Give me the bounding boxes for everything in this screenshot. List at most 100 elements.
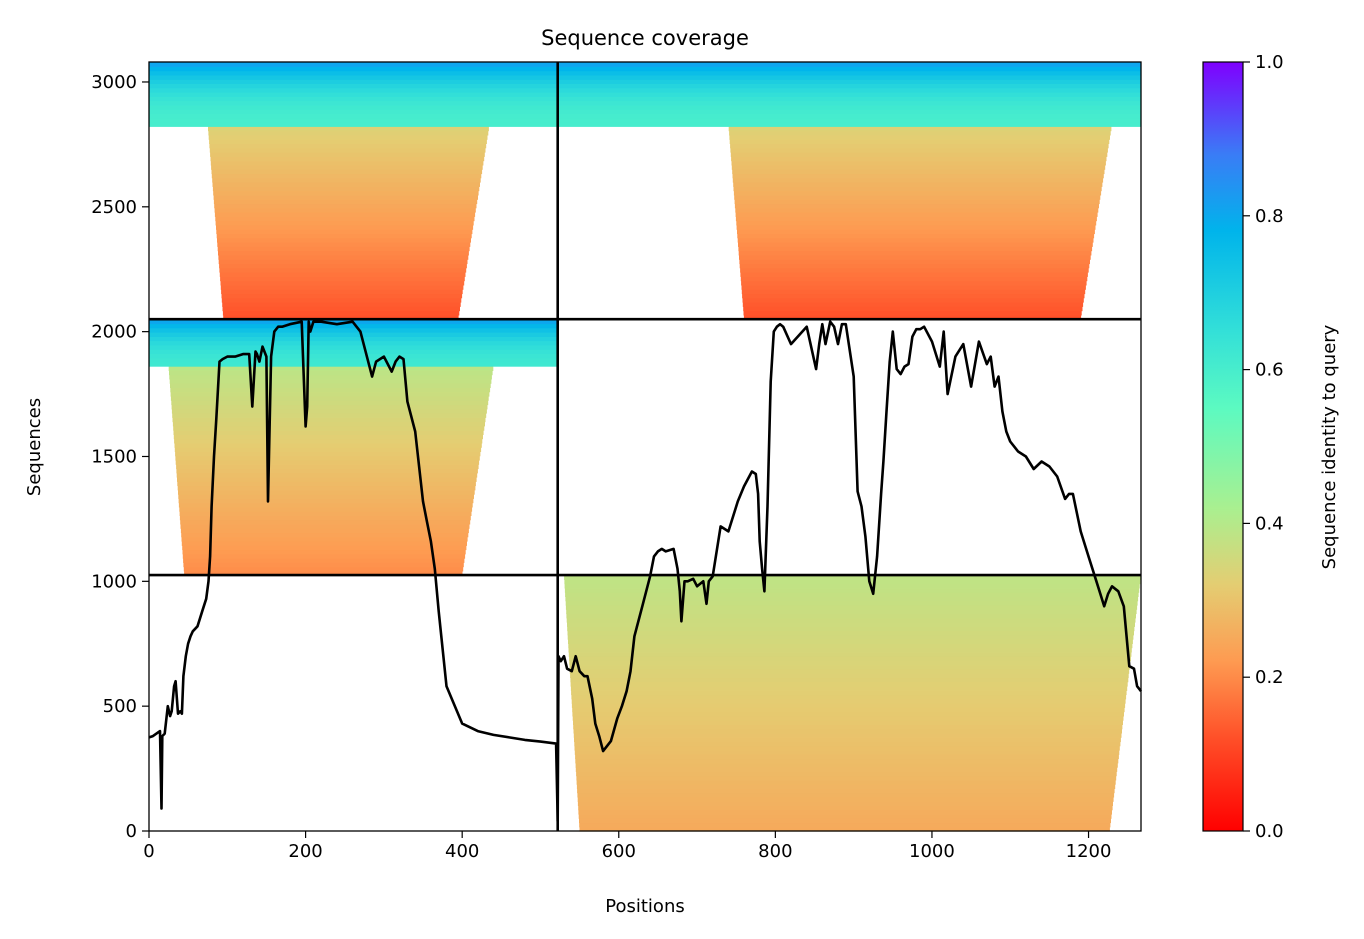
heatmap-strip xyxy=(211,169,483,175)
heatmap-strip xyxy=(575,767,1118,772)
heatmap-strip xyxy=(183,562,464,568)
heatmap-strip xyxy=(570,677,1129,683)
heatmap-strip xyxy=(577,796,1114,802)
heatmap-strip xyxy=(568,651,1132,657)
heatmap-strip xyxy=(557,104,1141,110)
heatmap-strip xyxy=(169,378,492,384)
heatmap-strip xyxy=(743,314,1082,320)
heatmap-strip xyxy=(557,113,1141,119)
heatmap-strip xyxy=(731,156,1107,162)
heatmap-strip xyxy=(220,284,464,290)
y-tick: 1500 xyxy=(91,446,149,467)
heatmap-strip xyxy=(181,536,468,542)
heatmap-strip xyxy=(557,87,1141,93)
heatmap-strip xyxy=(571,703,1126,708)
heatmap-strip xyxy=(733,186,1102,192)
x-tick-label: 1000 xyxy=(909,841,955,862)
heatmap-strip xyxy=(731,160,1106,166)
heatmap-strip xyxy=(734,199,1100,205)
heatmap-strip xyxy=(574,750,1120,755)
heatmap-strip xyxy=(149,117,558,123)
heatmap-strip xyxy=(178,494,475,499)
heatmap-strip xyxy=(176,472,478,478)
x-tick: 1200 xyxy=(1066,831,1111,862)
heatmap-strip xyxy=(179,515,471,521)
heatmap-strip xyxy=(571,694,1127,700)
heatmap-strip xyxy=(738,246,1093,252)
heatmap-strip xyxy=(220,280,465,286)
heatmap-strip xyxy=(574,741,1121,747)
heatmap-strip xyxy=(176,464,479,470)
colorbar-tick: 0.6 xyxy=(1243,360,1284,381)
heatmap-strip xyxy=(569,664,1130,670)
heatmap-strip xyxy=(564,587,1140,593)
heatmap-strip xyxy=(743,306,1083,312)
heatmap-strip xyxy=(180,519,471,525)
heatmap-strip xyxy=(218,254,469,260)
heatmap-strip xyxy=(149,349,558,354)
heatmap-strip xyxy=(742,297,1084,303)
heatmap-strip xyxy=(557,66,1141,72)
heatmap-strip xyxy=(565,604,1138,610)
heatmap-strip xyxy=(742,302,1084,307)
heatmap-block xyxy=(557,62,1141,320)
heatmap-block xyxy=(149,319,558,576)
heatmap-strip xyxy=(566,617,1136,623)
colorbar xyxy=(1202,61,1244,832)
heatmap-strip xyxy=(220,276,465,282)
heatmap-strip xyxy=(149,83,558,89)
heatmap-strip xyxy=(578,813,1112,819)
x-tick: 0 xyxy=(143,831,155,862)
coverage-heatmap xyxy=(149,62,1141,832)
heatmap-strip xyxy=(175,455,480,461)
heatmap-strip xyxy=(171,408,487,414)
heatmap-strip xyxy=(567,626,1135,632)
heatmap-strip xyxy=(730,147,1108,153)
heatmap-strip xyxy=(557,74,1141,80)
heatmap-strip xyxy=(741,284,1086,290)
heatmap-strip xyxy=(219,263,467,269)
heatmap-strip xyxy=(566,609,1137,615)
heatmap-strip xyxy=(170,383,491,388)
heatmap-strip xyxy=(210,156,485,162)
heatmap-strip xyxy=(149,100,558,106)
heatmap-strip xyxy=(738,242,1093,247)
heatmap-strip xyxy=(568,647,1132,653)
heatmap-strip xyxy=(737,229,1095,235)
heatmap-strip xyxy=(579,822,1111,828)
heatmap-strip xyxy=(178,498,474,504)
heatmap-strip xyxy=(183,558,465,563)
heatmap-strip xyxy=(578,805,1113,811)
heatmap-strip xyxy=(733,190,1102,196)
heatmap-strip xyxy=(729,134,1110,140)
coverage-line xyxy=(148,320,1143,823)
heatmap-strip xyxy=(171,400,489,406)
heatmap-block xyxy=(564,575,1141,832)
heatmap-strip xyxy=(740,272,1088,277)
heatmap-strip xyxy=(175,459,480,465)
heatmap-strip xyxy=(576,784,1116,789)
heatmap-strip xyxy=(149,96,558,102)
y-axis-label: Sequences xyxy=(24,398,45,496)
heatmap-strip xyxy=(575,758,1119,764)
heatmap-strip xyxy=(184,570,463,576)
x-tick: 1000 xyxy=(909,831,955,862)
heatmap-strip xyxy=(577,792,1115,798)
heatmap-strip xyxy=(732,177,1104,183)
heatmap-strip xyxy=(579,826,1110,832)
heatmap-strip xyxy=(567,630,1134,636)
colorbar-tick: 0.4 xyxy=(1243,513,1284,534)
heatmap-strip xyxy=(571,690,1127,696)
heatmap-strip xyxy=(149,66,558,72)
heatmap-strip xyxy=(168,366,494,371)
heatmap-strip xyxy=(734,194,1101,200)
colorbar-tick-label: 0.2 xyxy=(1255,667,1284,688)
heatmap-strip xyxy=(557,100,1141,106)
heatmap-strip xyxy=(213,190,479,196)
heatmap-strip xyxy=(208,126,489,132)
heatmap-strip xyxy=(570,673,1129,679)
heatmap-strip xyxy=(729,130,1111,136)
heatmap-strip xyxy=(730,152,1108,157)
heatmap-strip xyxy=(738,250,1092,256)
y-tick-label: 2000 xyxy=(91,322,137,343)
